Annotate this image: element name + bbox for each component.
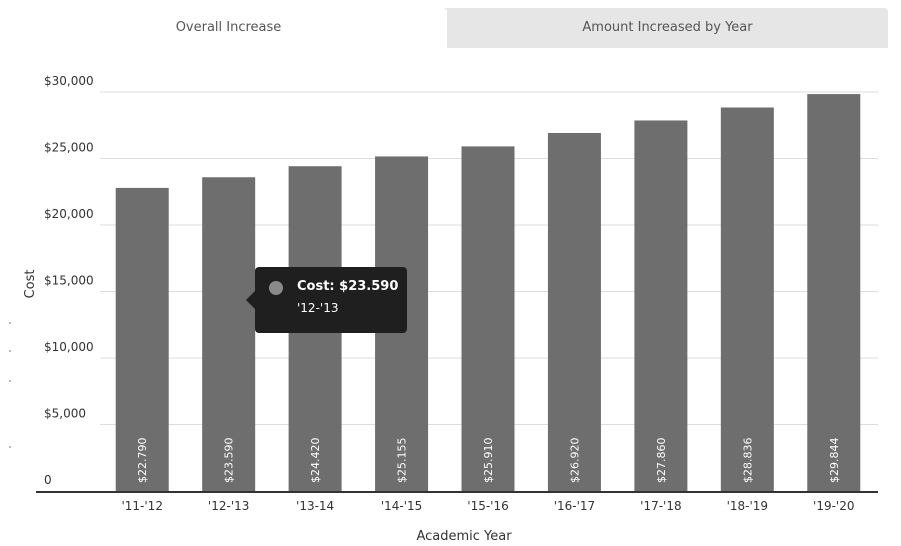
bar-data-label: $22.790 <box>136 438 149 484</box>
bar-data-label: $25.910 <box>482 438 495 484</box>
tooltip-arrow <box>246 291 255 309</box>
y-tick-label: $25,000 <box>44 141 94 155</box>
y-tick-label: $15,000 <box>44 274 94 288</box>
tooltip-cost: Cost: $23.590 <box>297 279 399 294</box>
edge-mark <box>9 446 11 448</box>
tooltip-year: '12-'13 <box>297 301 339 315</box>
tab-overall-increase[interactable]: Overall Increase <box>10 8 447 48</box>
y-axis-title: Cost <box>23 270 38 299</box>
bar-data-label: $27.860 <box>655 438 668 484</box>
tab-bar: Overall Increase Amount Increased by Yea… <box>10 8 888 48</box>
x-tick-label: '13-14 <box>296 499 334 513</box>
x-axis-ticks: '11-'12 '12-'13 '13-14 '14-'15 '15-'16 '16-'1… <box>121 499 854 513</box>
x-tick-label: '16-'17 <box>554 499 595 513</box>
bar[interactable] <box>807 94 861 491</box>
bar-data-label: $25.155 <box>396 438 409 484</box>
y-tick-label: $20,000 <box>44 207 94 221</box>
bar-data-labels: $22.790 $23.590 $24.420 $25.155 $25.910 $26.9… <box>136 438 841 484</box>
y-tick-label: $10,000 <box>44 340 94 354</box>
x-tick-label: '19-'20 <box>813 499 854 513</box>
x-tick-label: '18-'19 <box>727 499 768 513</box>
x-axis-title: Academic Year <box>416 529 512 544</box>
tab-amount-increased-by-year[interactable]: Amount Increased by Year <box>447 8 888 48</box>
edge-mark <box>9 380 11 382</box>
bars <box>115 94 861 492</box>
bar-data-label: $24.420 <box>309 438 322 484</box>
x-tick-label: '14-'15 <box>381 499 422 513</box>
bar-tooltip: Cost: $23.590 '12-'13 <box>246 267 407 333</box>
x-tick-label: '17-'18 <box>640 499 681 513</box>
y-tick-label: $30,000 <box>44 74 94 88</box>
bar[interactable] <box>720 107 774 491</box>
bar-data-label: $23.590 <box>223 438 236 484</box>
y-axis-ticks: 0 $5,000 $10,000 $15,000 $20,000 $25,000 $30,0… <box>44 74 94 487</box>
bar[interactable] <box>202 177 256 492</box>
bar[interactable] <box>634 120 688 491</box>
bar-data-label: $29.844 <box>828 438 841 484</box>
y-tick-label: $5,000 <box>44 407 86 421</box>
bar[interactable] <box>461 146 515 491</box>
x-tick-label: '15-'16 <box>467 499 508 513</box>
edge-mark <box>9 322 11 324</box>
bar-data-label: $26.920 <box>568 438 581 484</box>
series-dot-icon <box>269 281 283 295</box>
x-tick-label: '11-'12 <box>121 499 162 513</box>
edge-mark <box>9 350 11 352</box>
bar-data-label: $28.836 <box>741 438 754 484</box>
bar[interactable] <box>115 187 169 491</box>
y-tick-label: 0 <box>44 473 52 487</box>
bar[interactable] <box>547 132 601 492</box>
x-tick-label: '12-'13 <box>208 499 249 513</box>
